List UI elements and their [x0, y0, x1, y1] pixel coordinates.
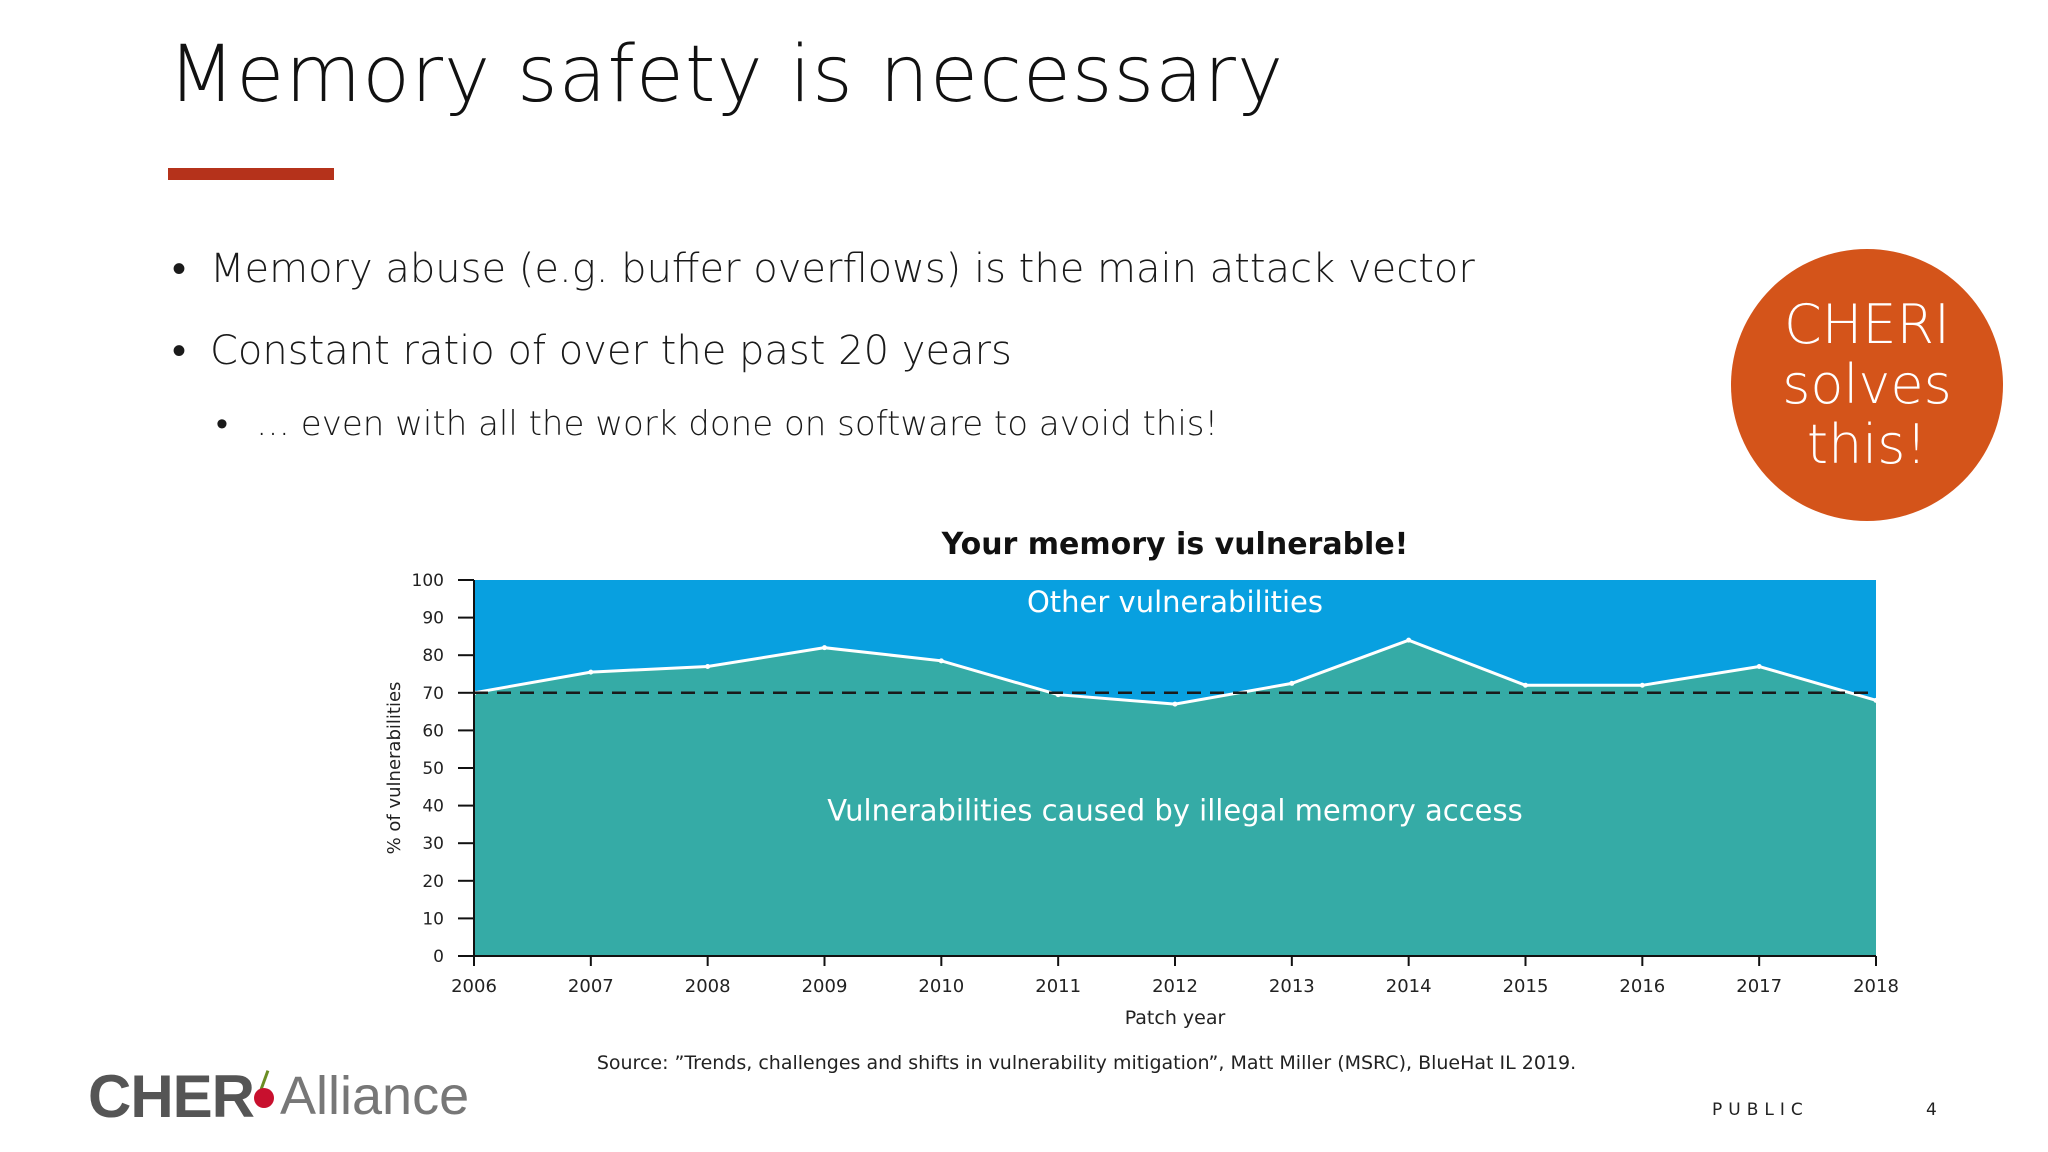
- x-tick-label: 2008: [685, 976, 731, 997]
- logo-wordmark-alliance: Alliance: [280, 1066, 470, 1126]
- bullet-item: • Memory abuse (e.g. buffer overflows) i…: [172, 246, 1475, 292]
- title-accent-rule: [168, 168, 334, 180]
- data-point: [1172, 701, 1178, 707]
- data-point: [1406, 637, 1412, 643]
- memory-vulnerabilities-label: Vulnerabilities caused by illegal memory…: [827, 794, 1522, 828]
- data-point: [1873, 697, 1879, 703]
- classification-label: PUBLIC: [1712, 1100, 1809, 1120]
- cheri-badge: CHERI solves this!: [1731, 249, 2003, 521]
- x-tick-label: 2012: [1152, 976, 1198, 997]
- badge-line: this!: [1806, 413, 1928, 476]
- sub-bullet-item: • … even with all the work done on softw…: [216, 404, 1219, 444]
- y-tick-label: 10: [422, 909, 444, 929]
- y-tick-label: 30: [422, 834, 444, 854]
- x-tick-label: 2015: [1503, 976, 1549, 997]
- data-point: [1639, 682, 1645, 688]
- x-tick-label: 2010: [918, 976, 964, 997]
- x-tick-label: 2007: [568, 976, 614, 997]
- data-point: [1756, 663, 1762, 669]
- x-tick-label: 2006: [451, 976, 497, 997]
- data-point: [1289, 680, 1295, 686]
- bullet-text: Memory abuse (e.g. buffer overflows) is …: [210, 246, 1475, 292]
- x-tick-label: 2011: [1035, 976, 1081, 997]
- data-point: [822, 645, 827, 651]
- logo-wordmark-cheri: CHER: [88, 1062, 255, 1130]
- y-tick-label: 0: [433, 947, 444, 967]
- data-point: [588, 669, 594, 675]
- data-point: [1523, 682, 1528, 688]
- bullet-marker: •: [172, 246, 187, 292]
- badge-line: solves: [1782, 353, 1952, 416]
- y-axis-title: % of vulnerabilities: [384, 682, 405, 855]
- slide-title: Memory safety is necessary: [168, 30, 1285, 120]
- x-tick-label: 2013: [1269, 976, 1315, 997]
- badge-line: CHERI: [1784, 293, 1950, 356]
- y-tick-label: 40: [422, 797, 444, 817]
- x-axis-title: Patch year: [1125, 1007, 1226, 1029]
- x-tick-label: 2016: [1619, 976, 1665, 997]
- cherry-icon: [254, 1066, 276, 1126]
- bullet-text: Constant ratio of over the past 20 years: [210, 328, 1012, 374]
- y-tick-label: 70: [422, 684, 444, 704]
- x-tick-label: 2018: [1853, 976, 1899, 997]
- bullet-item: • Constant ratio of over the past 20 yea…: [172, 328, 1012, 374]
- data-point: [938, 658, 944, 664]
- page-number: 4: [1926, 1100, 1937, 1120]
- y-tick-label: 60: [422, 721, 444, 741]
- memory-vulnerabilities-area: [474, 640, 1876, 956]
- y-tick-label: 90: [422, 609, 444, 629]
- y-tick-label: 100: [412, 571, 444, 591]
- x-tick-label: 2017: [1736, 976, 1782, 997]
- cheri-alliance-logo: CHER Alliance: [88, 1060, 469, 1132]
- y-tick-label: 80: [422, 646, 444, 666]
- y-tick-label: 20: [422, 872, 444, 892]
- bullet-marker: •: [172, 328, 187, 374]
- y-tick-label: 50: [422, 759, 444, 779]
- chart-source-note: Source: ”Trends, challenges and shifts i…: [596, 1052, 1577, 1074]
- x-tick-label: 2009: [802, 976, 848, 997]
- chart-title: Your memory is vulnerable!: [941, 527, 1409, 562]
- bullet-marker: •: [216, 404, 228, 444]
- other-vulnerabilities-label: Other vulnerabilities: [1027, 585, 1323, 619]
- sub-bullet-text: … even with all the work done on softwar…: [256, 404, 1219, 444]
- data-point: [705, 663, 711, 669]
- x-tick-label: 2014: [1386, 976, 1432, 997]
